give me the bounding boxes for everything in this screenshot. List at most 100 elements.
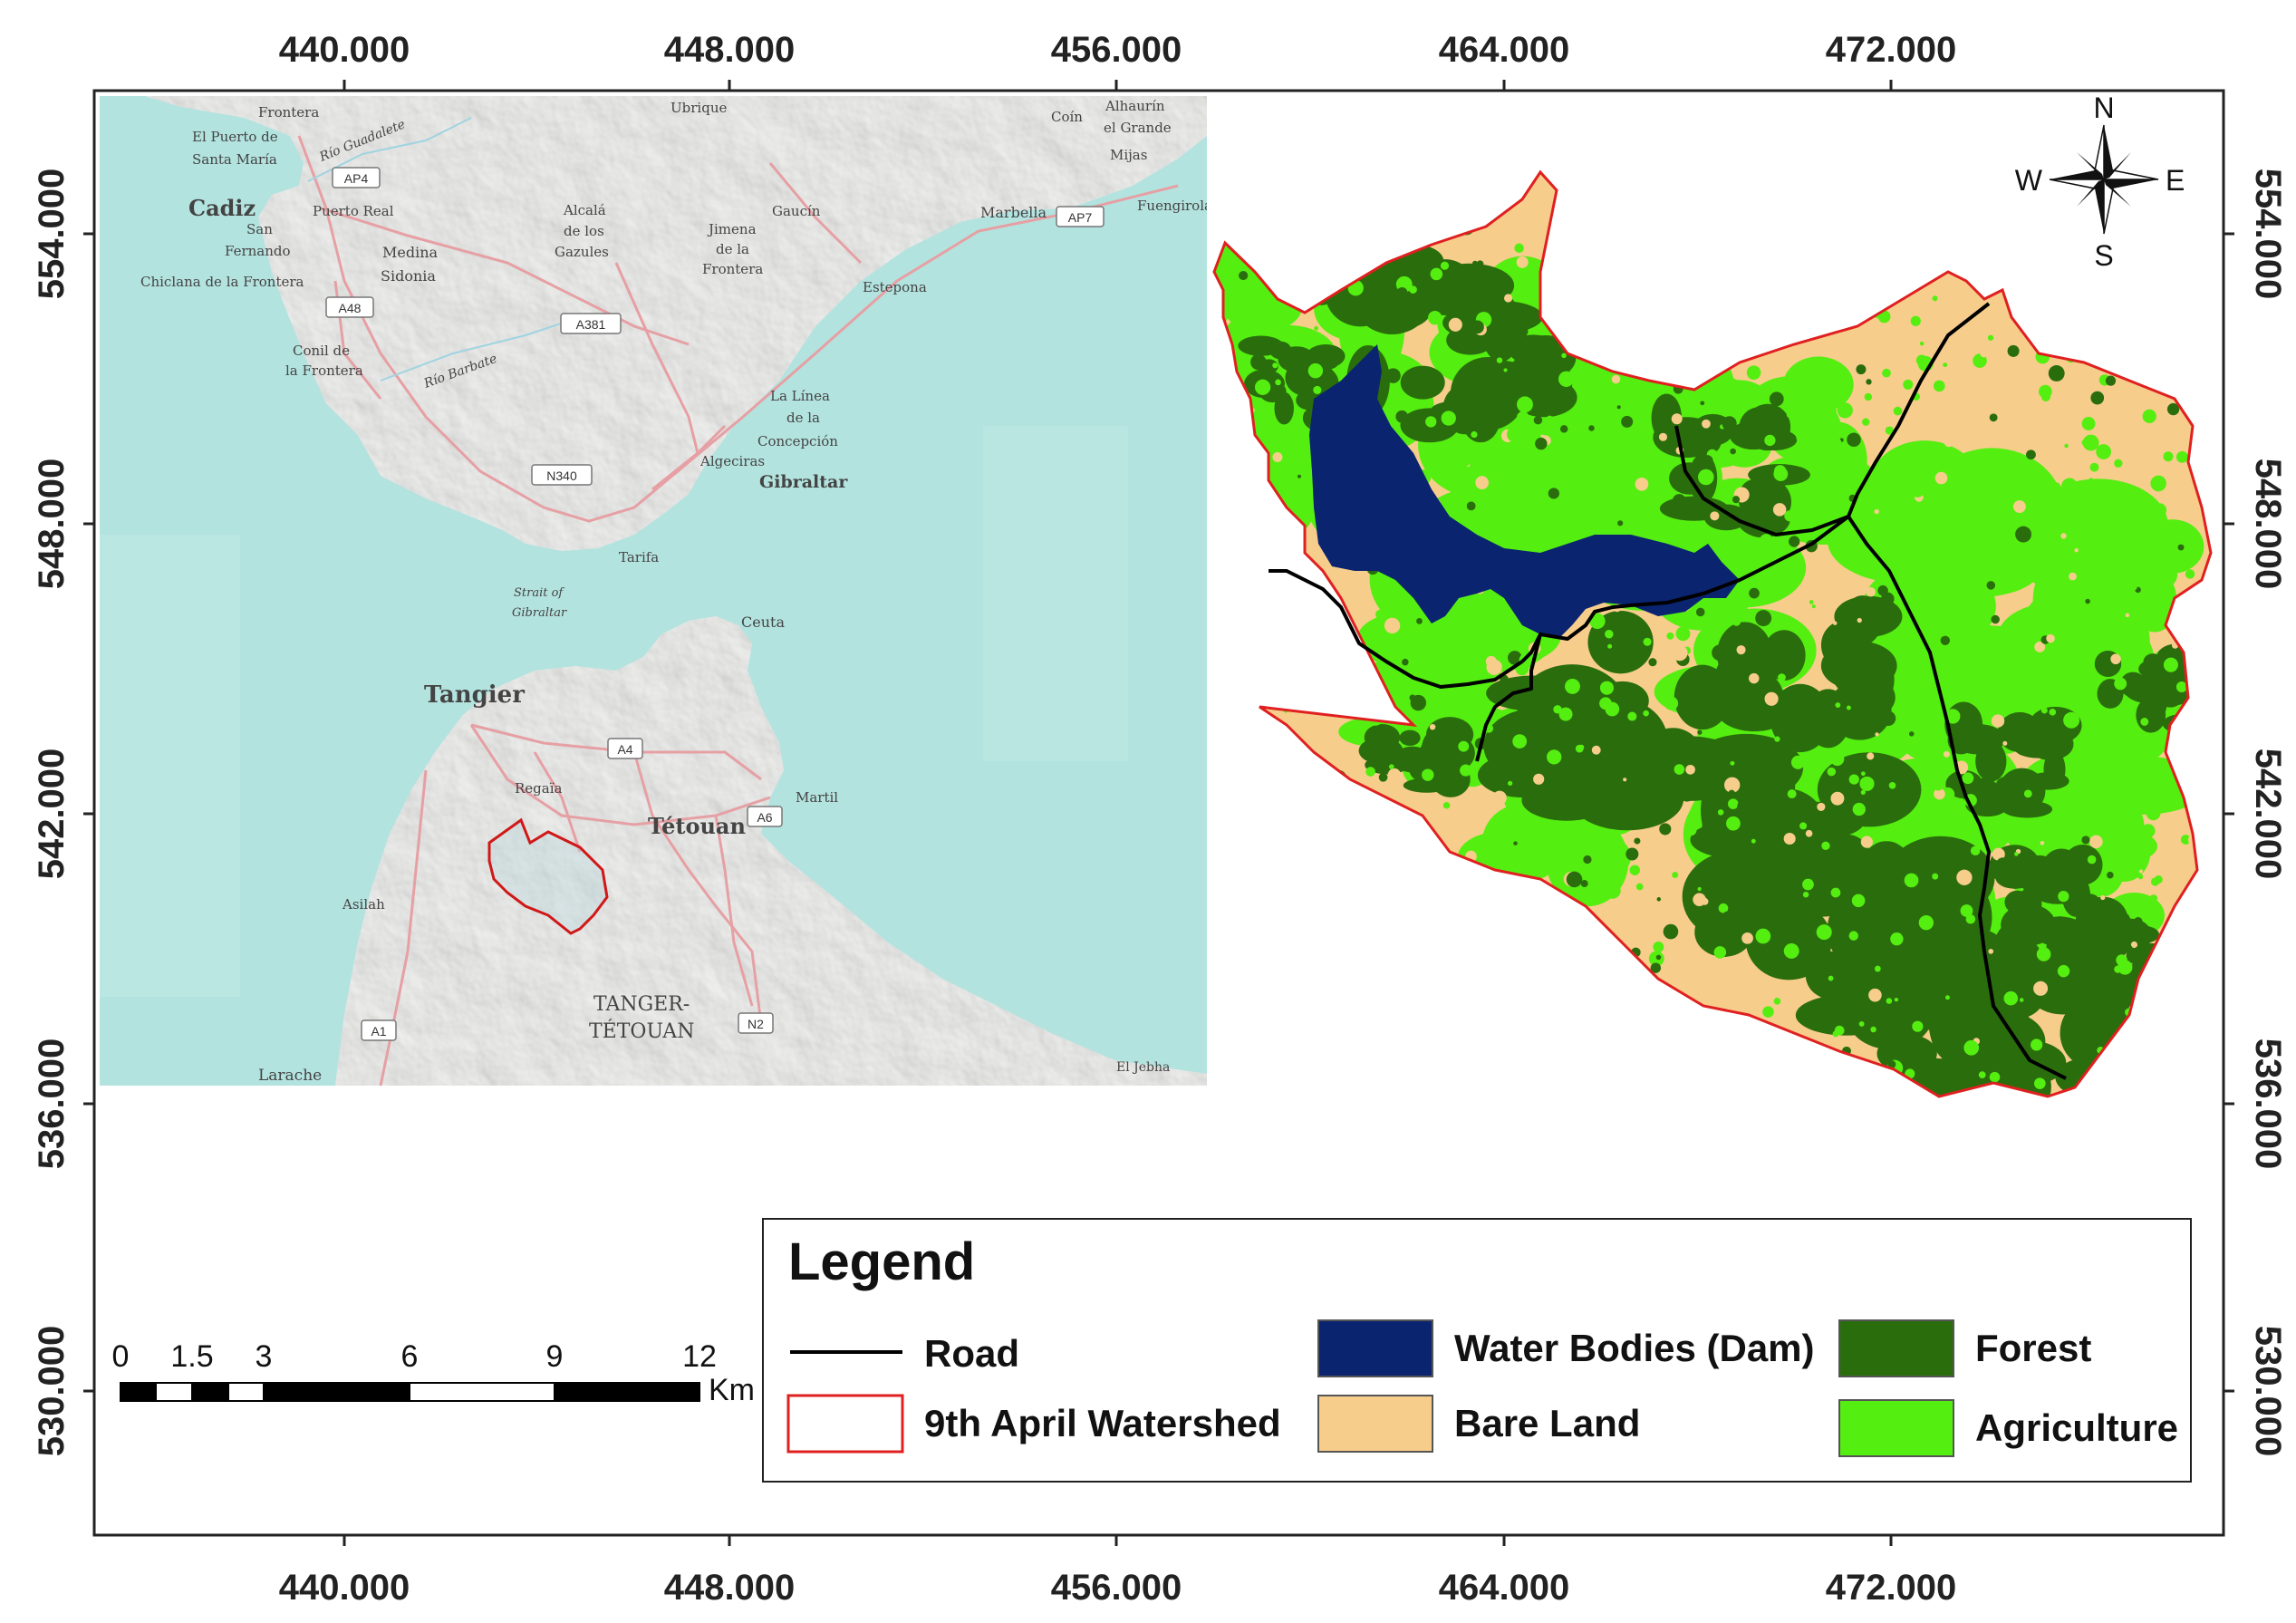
scale-label: 12 <box>682 1339 717 1374</box>
road-shield: A48 <box>325 296 374 318</box>
place-label: Marbella <box>980 204 1047 221</box>
place-label: Martil <box>796 789 838 806</box>
road-shield: A381 <box>560 313 622 334</box>
x-tick-label: 464.000 <box>1439 1568 1570 1608</box>
legend: Legend Road 9th April Watershed Water Bo… <box>762 1218 2192 1483</box>
x-axis-bottom: 440.000 448.000 456.000 464.000 472.000 <box>279 1568 1957 1608</box>
scale-bar: 0 1.5 3 6 9 12 Km <box>112 1339 755 1407</box>
place-label: Algeciras <box>699 453 765 469</box>
scale-label: 9 <box>546 1339 564 1374</box>
scale-label: 3 <box>256 1339 273 1374</box>
place-label: Ceuta <box>741 613 785 631</box>
y-axis-right: 554.000 548.000 542.000 536.000 530.000 <box>2248 169 2288 1457</box>
y-tick-label: 536.000 <box>2248 1039 2288 1170</box>
inset-road-shields: AP4 A48 A381 AP7 N340 A4 A6 N2 A1 <box>325 167 1105 1041</box>
scale-unit: Km <box>709 1373 755 1407</box>
scale-label: 1.5 <box>170 1339 213 1374</box>
y-axis-left: 554.000 548.000 542.000 536.000 530.000 <box>32 169 72 1457</box>
x-tick-label: 456.000 <box>1051 30 1182 70</box>
scale-segment <box>120 1382 157 1402</box>
x-tick-label: 440.000 <box>279 30 410 70</box>
y-tick-label: 542.000 <box>32 749 72 880</box>
road-shield-label: A1 <box>371 1024 386 1039</box>
place-label: Alhaurín <box>1105 98 1165 114</box>
place-label: la Frontera <box>285 362 363 379</box>
road-shield: A1 <box>361 1019 397 1041</box>
place-label: Sidonia <box>381 267 436 285</box>
y-tick-label: 536.000 <box>32 1039 72 1170</box>
legend-bare-label: Bare Land <box>1454 1402 1640 1444</box>
legend-bare-symbol <box>1317 1395 1433 1453</box>
y-tick-label: 530.000 <box>32 1326 72 1457</box>
compass-label-n: N <box>2093 92 2114 124</box>
scale-segment <box>409 1382 555 1402</box>
place-label: Coín <box>1051 109 1083 125</box>
landcover-water-dam <box>1309 344 1740 639</box>
place-label: Gibraltar <box>512 606 567 620</box>
place-label: de la <box>786 410 820 426</box>
road-shield: AP7 <box>1056 206 1105 227</box>
y-tick-label: 554.000 <box>2248 169 2288 300</box>
place-label: Larache <box>258 1067 322 1085</box>
scale-segment <box>263 1382 410 1402</box>
place-label: Medina <box>382 244 439 261</box>
place-label: Asilah <box>342 896 385 913</box>
place-label: La Línea <box>770 388 830 404</box>
x-tick-label: 456.000 <box>1051 1568 1182 1608</box>
inset-watershed-outline <box>487 817 609 935</box>
x-tick-label: 448.000 <box>664 30 796 70</box>
compass-label-s: S <box>2094 239 2113 272</box>
scale-segment <box>227 1382 265 1402</box>
x-axis-top: 440.000 448.000 456.000 464.000 472.000 <box>279 30 1957 70</box>
legend-water-symbol <box>1317 1319 1433 1377</box>
x-tick-label: 464.000 <box>1439 30 1570 70</box>
road-shield-label: A4 <box>617 742 632 757</box>
compass-label-w: W <box>2015 164 2043 197</box>
compass-label-e: E <box>2166 164 2185 197</box>
map-frame <box>83 80 2234 1546</box>
road-shield: N340 <box>531 464 593 486</box>
legend-watershed-label: 9th April Watershed <box>924 1402 1281 1444</box>
place-label: el Grande <box>1104 120 1172 136</box>
scale-segment <box>554 1382 700 1402</box>
legend-watershed-symbol <box>786 1394 904 1454</box>
place-label: El Jebha <box>1116 1060 1170 1075</box>
place-label: El Puerto de <box>192 129 278 145</box>
place-label: Cadiz <box>188 195 256 221</box>
inset-location-map: Frontera Ubrique Coín Alhaurín el Grande… <box>100 96 1207 1086</box>
place-label: de la <box>716 241 749 257</box>
legend-road-label: Road <box>924 1332 1019 1375</box>
place-label: Santa María <box>192 151 277 168</box>
road-shield-label: N2 <box>748 1017 764 1031</box>
road-line <box>1520 515 1850 663</box>
place-label: Regaïa <box>515 780 563 797</box>
place-label: Gazules <box>555 244 609 260</box>
x-tick-label: 472.000 <box>1826 1568 1957 1608</box>
legend-agriculture-label: Agriculture <box>1975 1406 2178 1449</box>
place-label: Fernando <box>225 243 291 259</box>
x-tick-label: 472.000 <box>1826 30 1957 70</box>
place-label: TÉTOUAN <box>589 1019 694 1043</box>
road-shield: A4 <box>607 738 643 759</box>
road-shield-label: A381 <box>576 317 606 332</box>
road-line <box>1847 515 2067 1080</box>
place-label: Tangier <box>424 681 525 709</box>
place-label: Gibraltar <box>759 472 848 492</box>
place-label: Jimena <box>707 221 757 237</box>
watershed-roads <box>1269 302 2067 1080</box>
legend-title: Legend <box>788 1232 975 1291</box>
place-label: Estepona <box>863 279 927 295</box>
legend-agriculture-symbol <box>1838 1399 1954 1457</box>
place-label: de los <box>564 223 604 239</box>
x-tick-label: 440.000 <box>279 1568 410 1608</box>
y-tick-label: 530.000 <box>2248 1326 2288 1457</box>
land-spain <box>145 96 1207 551</box>
land-morocco <box>335 616 1207 1086</box>
place-label: Frontera <box>258 104 319 121</box>
y-tick-label: 542.000 <box>2248 749 2288 880</box>
road-line <box>1475 633 1542 762</box>
road-shield-label: N340 <box>546 469 577 483</box>
y-tick-label: 548.000 <box>32 459 72 590</box>
place-label: Gaucín <box>772 203 821 219</box>
place-label: Tétouan <box>648 813 746 839</box>
